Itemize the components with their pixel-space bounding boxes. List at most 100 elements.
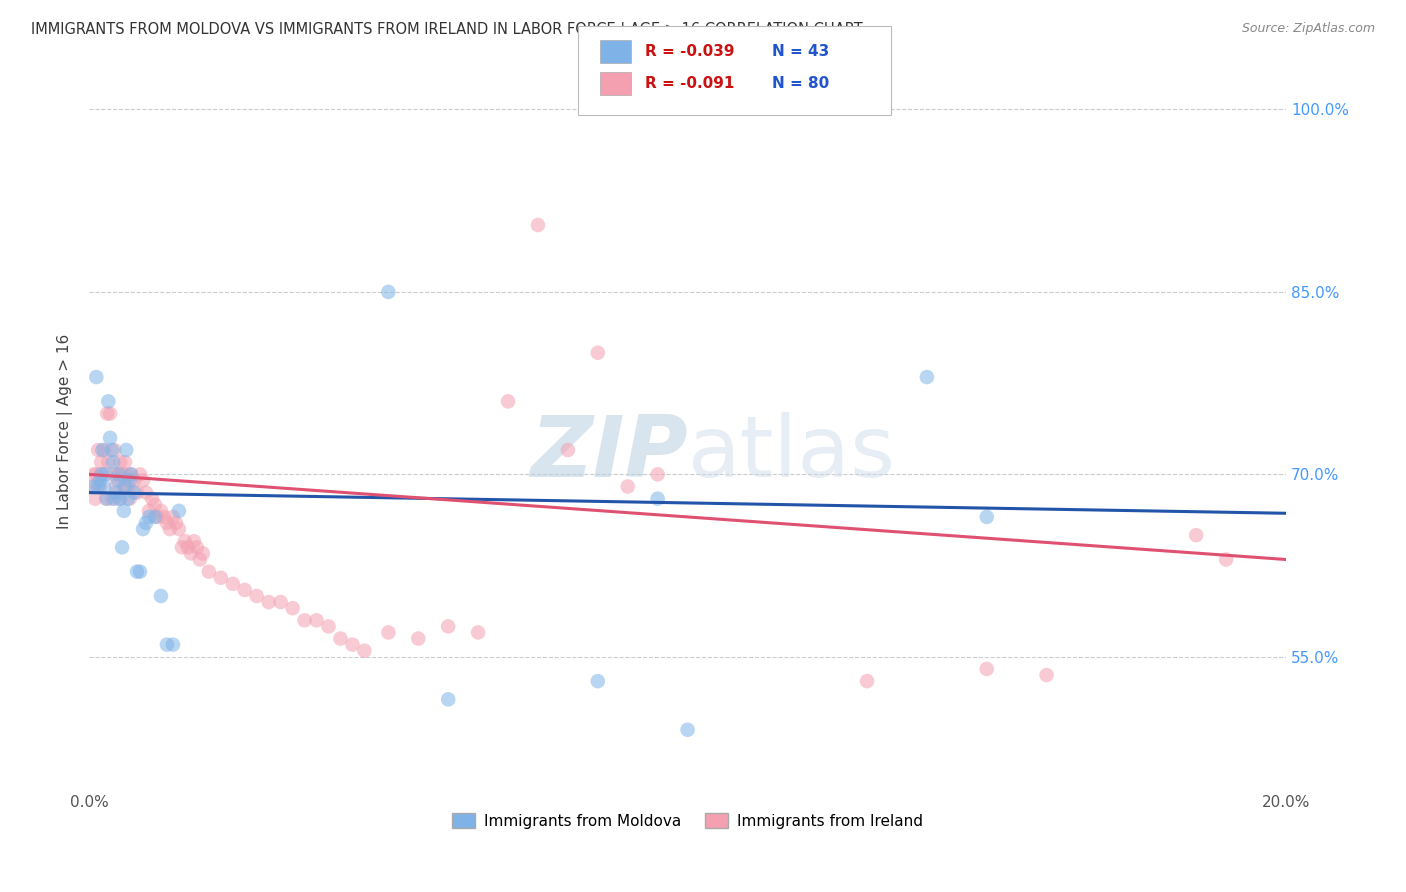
Point xyxy=(83,467,105,482)
Point xyxy=(87,479,110,493)
Point xyxy=(138,510,160,524)
Point xyxy=(177,541,200,555)
Text: N = 80: N = 80 xyxy=(772,77,830,91)
Point xyxy=(496,394,519,409)
Point xyxy=(856,674,879,689)
Point xyxy=(101,443,124,458)
Point xyxy=(915,370,938,384)
Point xyxy=(377,625,399,640)
Point xyxy=(647,491,669,506)
Point xyxy=(162,510,184,524)
Point xyxy=(167,522,190,536)
Point xyxy=(93,479,115,493)
Point xyxy=(1035,668,1057,682)
Point xyxy=(108,491,131,506)
Text: ZIP: ZIP xyxy=(530,412,688,495)
Point xyxy=(101,491,124,506)
Point xyxy=(167,504,190,518)
Point xyxy=(191,546,214,560)
Point xyxy=(103,491,125,506)
Point xyxy=(86,370,108,384)
Point xyxy=(129,467,152,482)
Point xyxy=(377,285,399,299)
Point xyxy=(676,723,699,737)
Point xyxy=(90,455,112,469)
Point xyxy=(89,474,111,488)
Point xyxy=(353,643,375,657)
Legend: Immigrants from Moldova, Immigrants from Ireland: Immigrants from Moldova, Immigrants from… xyxy=(446,806,929,835)
Point xyxy=(156,516,179,530)
Point xyxy=(118,474,141,488)
Point xyxy=(105,479,128,493)
Point xyxy=(318,619,340,633)
Point xyxy=(209,571,232,585)
Point xyxy=(118,491,141,506)
Point xyxy=(143,510,166,524)
Point xyxy=(89,479,111,493)
Point xyxy=(96,407,118,421)
Point xyxy=(1215,552,1237,566)
Text: N = 43: N = 43 xyxy=(772,45,830,59)
Point xyxy=(110,455,132,469)
Point xyxy=(153,510,176,524)
Point xyxy=(180,546,202,560)
Point xyxy=(93,443,115,458)
Point xyxy=(406,632,429,646)
Point xyxy=(132,474,155,488)
Point xyxy=(976,662,998,676)
Point xyxy=(108,467,131,482)
Point xyxy=(110,491,132,506)
Point xyxy=(135,485,157,500)
Point xyxy=(120,467,142,482)
Point xyxy=(129,565,152,579)
Point xyxy=(125,485,148,500)
Point xyxy=(86,467,108,482)
Point xyxy=(170,541,193,555)
Point xyxy=(107,467,129,482)
Text: Source: ZipAtlas.com: Source: ZipAtlas.com xyxy=(1241,22,1375,36)
Point xyxy=(437,619,460,633)
Point xyxy=(125,565,148,579)
Y-axis label: In Labor Force | Age > 16: In Labor Force | Age > 16 xyxy=(58,334,73,530)
Point xyxy=(294,613,316,627)
Point xyxy=(342,638,364,652)
Point xyxy=(120,467,142,482)
Point xyxy=(527,218,550,232)
Point xyxy=(114,479,136,493)
Point xyxy=(115,467,138,482)
Point xyxy=(112,504,135,518)
Point xyxy=(165,516,187,530)
Point xyxy=(132,522,155,536)
Point xyxy=(174,534,197,549)
Point xyxy=(188,552,211,566)
Point xyxy=(97,455,120,469)
Point xyxy=(149,589,172,603)
Point xyxy=(111,467,134,482)
Point xyxy=(105,485,128,500)
Point xyxy=(162,638,184,652)
Text: R = -0.091: R = -0.091 xyxy=(645,77,735,91)
Point xyxy=(117,491,139,506)
Point xyxy=(467,625,489,640)
Point xyxy=(1185,528,1208,542)
Point xyxy=(586,674,609,689)
Point xyxy=(114,455,136,469)
Point xyxy=(117,479,139,493)
Point xyxy=(647,467,669,482)
Point xyxy=(281,601,304,615)
Point xyxy=(87,443,110,458)
Point xyxy=(122,485,145,500)
Point xyxy=(141,491,163,506)
Point xyxy=(82,479,104,493)
Point xyxy=(270,595,292,609)
Text: R = -0.039: R = -0.039 xyxy=(645,45,735,59)
Point xyxy=(143,498,166,512)
Point xyxy=(305,613,328,627)
Point xyxy=(976,510,998,524)
Point xyxy=(115,443,138,458)
Point xyxy=(257,595,280,609)
Point xyxy=(198,565,221,579)
Point xyxy=(586,345,609,359)
Point xyxy=(97,394,120,409)
Point xyxy=(98,431,121,445)
